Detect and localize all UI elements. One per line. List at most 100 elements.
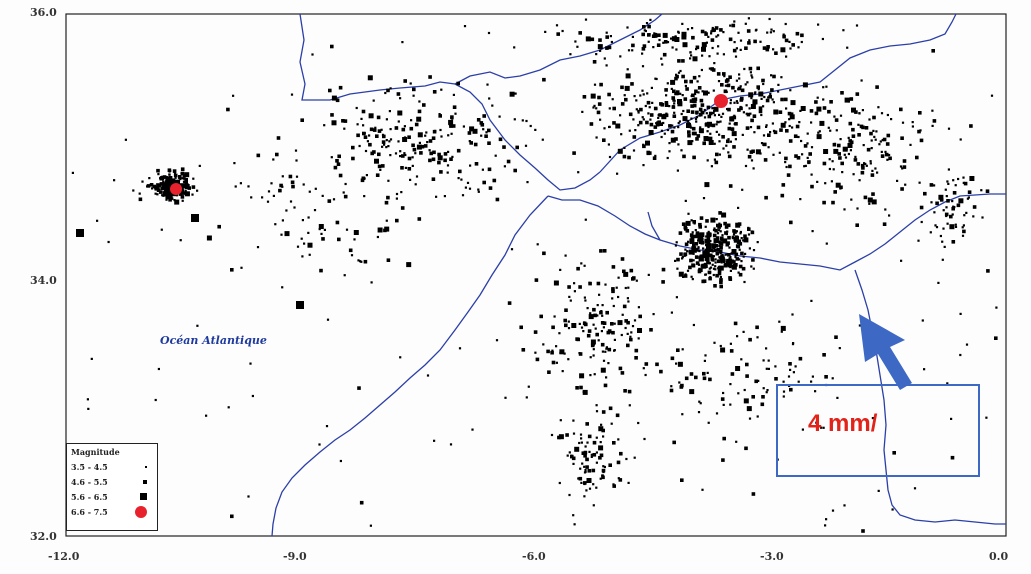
seismic-event-marker xyxy=(778,151,781,154)
seismic-event-marker xyxy=(551,325,555,330)
seismic-event-marker xyxy=(167,192,173,198)
seismic-event-marker xyxy=(580,441,583,444)
seismic-event-marker xyxy=(763,95,766,99)
seismic-event-marker xyxy=(746,148,749,151)
major-event-marker xyxy=(714,94,728,108)
seismic-event-marker xyxy=(172,169,177,173)
seismic-event-marker xyxy=(672,114,677,118)
seismic-event-marker xyxy=(668,105,671,108)
seismic-event-marker xyxy=(599,118,602,121)
seismic-event-marker xyxy=(368,113,374,119)
seismic-event-marker xyxy=(173,172,177,175)
seismic-event-marker xyxy=(272,158,275,161)
seismic-event-marker xyxy=(601,475,605,480)
seismic-event-marker xyxy=(167,182,170,185)
seismic-event-marker xyxy=(697,86,702,90)
seismic-event-marker xyxy=(368,134,371,137)
seismic-event-marker xyxy=(166,177,169,180)
seismic-event-marker xyxy=(376,235,379,239)
seismic-event-marker xyxy=(663,40,668,44)
seismic-event-marker xyxy=(784,97,788,102)
seismic-event-marker xyxy=(620,371,625,375)
seismic-event-marker xyxy=(886,158,889,161)
seismic-event-marker xyxy=(616,460,621,465)
seismic-event-marker xyxy=(586,441,589,444)
seismic-event-marker xyxy=(642,164,645,167)
seismic-event-marker xyxy=(480,123,485,127)
seismic-event-marker xyxy=(296,301,304,309)
seismic-event-marker xyxy=(403,79,407,83)
seismic-event-marker xyxy=(336,162,341,166)
seismic-event-marker xyxy=(605,35,609,39)
seismic-event-marker xyxy=(666,82,669,85)
seismic-event-marker xyxy=(671,46,674,49)
seismic-event-marker xyxy=(877,106,880,109)
seismic-event-marker xyxy=(593,373,596,376)
seismic-event-marker xyxy=(724,84,727,87)
seismic-event-marker xyxy=(482,114,486,118)
seismic-event-marker xyxy=(699,216,704,220)
seismic-event-marker xyxy=(559,349,565,355)
seismic-event-marker xyxy=(951,206,955,211)
seismic-event-marker xyxy=(163,175,166,178)
seismic-event-marker xyxy=(735,47,738,50)
seismic-event-marker xyxy=(810,184,814,189)
seismic-event-marker xyxy=(685,87,689,91)
seismic-event-marker xyxy=(736,101,739,104)
seismic-event-marker xyxy=(589,312,592,315)
seismic-event-marker xyxy=(276,136,281,140)
seismic-event-marker xyxy=(728,37,733,42)
seismic-event-marker xyxy=(162,191,168,197)
seismic-event-marker xyxy=(704,238,710,244)
seismic-event-marker xyxy=(871,169,874,172)
x-tick-label: -6.0 xyxy=(522,550,546,563)
seismic-event-marker xyxy=(681,74,685,79)
seismic-event-marker xyxy=(701,54,704,57)
seismic-event-marker xyxy=(690,219,693,222)
seismic-event-marker xyxy=(353,238,356,241)
seismic-event-marker xyxy=(611,98,614,101)
seismic-event-marker xyxy=(946,180,949,183)
seismic-event-marker xyxy=(592,307,596,312)
seismic-event-marker xyxy=(699,98,704,103)
seismic-event-marker xyxy=(380,128,383,131)
seismic-event-marker xyxy=(764,195,768,200)
seismic-event-marker xyxy=(595,451,598,454)
seismic-event-marker xyxy=(437,160,441,165)
seismic-event-marker xyxy=(707,125,710,129)
seismic-event-marker xyxy=(706,130,709,133)
seismic-event-marker xyxy=(691,140,694,143)
seismic-event-marker xyxy=(719,278,723,282)
seismic-event-marker xyxy=(171,178,176,182)
seismic-event-marker xyxy=(696,80,699,83)
seismic-event-marker xyxy=(794,154,798,158)
seismic-event-marker xyxy=(624,97,628,102)
seismic-event-marker xyxy=(360,117,363,120)
seismic-event-marker xyxy=(951,240,956,244)
seismic-event-marker xyxy=(159,177,162,180)
seismic-event-marker xyxy=(716,232,720,235)
seismic-event-marker xyxy=(721,458,725,462)
seismic-event-marker xyxy=(698,256,704,262)
seismic-event-marker xyxy=(674,76,678,81)
coastline-algeria xyxy=(547,193,1006,271)
seismic-event-marker xyxy=(641,52,644,55)
seismic-event-marker xyxy=(603,139,606,142)
seismic-event-marker xyxy=(896,179,899,182)
seismic-event-marker xyxy=(855,92,860,96)
seismic-event-marker xyxy=(814,111,819,116)
seismic-event-marker xyxy=(935,201,939,206)
seismic-event-marker xyxy=(696,249,699,252)
seismic-event-marker xyxy=(410,119,413,122)
seismic-event-marker xyxy=(572,462,575,465)
seismic-event-marker xyxy=(611,289,615,294)
seismic-event-marker xyxy=(331,120,337,126)
seismic-event-marker xyxy=(873,135,876,138)
seismic-event-marker xyxy=(649,122,654,127)
seismic-event-marker xyxy=(607,347,612,352)
seismic-event-marker xyxy=(704,32,708,36)
seismic-event-marker xyxy=(613,349,616,352)
seismic-event-marker xyxy=(184,184,190,189)
seismic-event-marker xyxy=(569,53,572,56)
